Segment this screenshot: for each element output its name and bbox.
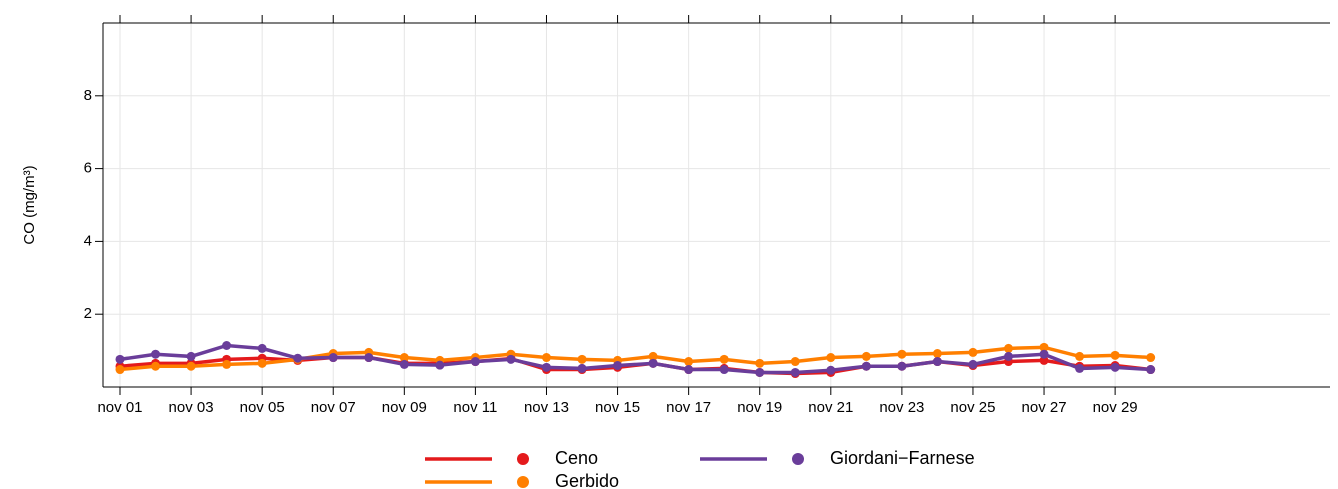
point xyxy=(719,365,729,375)
point xyxy=(222,359,232,369)
x-tick-label: nov 13 xyxy=(524,399,569,416)
legend-label: Giordani−Farnese xyxy=(830,448,975,468)
point xyxy=(932,357,942,367)
point xyxy=(932,349,942,359)
point xyxy=(257,358,267,368)
x-tick-label: nov 17 xyxy=(666,399,711,416)
point xyxy=(435,360,445,370)
y-tick-label: 6 xyxy=(84,160,92,177)
legend-marker xyxy=(517,453,529,465)
point xyxy=(328,353,338,363)
point xyxy=(1075,351,1085,361)
x-tick-label: nov 29 xyxy=(1093,399,1138,416)
point xyxy=(186,361,196,371)
point xyxy=(506,354,516,364)
x-tick-label: nov 07 xyxy=(311,399,356,416)
point xyxy=(151,361,161,371)
point xyxy=(1039,355,1049,365)
x-tick-label: nov 27 xyxy=(1022,399,1067,416)
legend-label: Ceno xyxy=(555,448,598,468)
series-line xyxy=(119,345,1151,372)
point xyxy=(1146,365,1156,375)
x-tick-label: nov 23 xyxy=(879,399,924,416)
point xyxy=(577,354,587,364)
x-tick-label: nov 15 xyxy=(595,399,640,416)
point xyxy=(541,362,551,372)
legend-label: Gerbido xyxy=(555,471,619,489)
point xyxy=(684,357,694,367)
x-tick-label: nov 19 xyxy=(737,399,782,416)
x-tick-label: nov 03 xyxy=(169,399,214,416)
point xyxy=(719,354,729,364)
point xyxy=(115,354,125,364)
point xyxy=(222,341,232,351)
point xyxy=(684,365,694,375)
series-line xyxy=(119,343,1151,375)
point xyxy=(399,353,409,363)
point xyxy=(1004,343,1013,353)
y-tick-label: 2 xyxy=(84,305,92,322)
point xyxy=(968,347,978,357)
point xyxy=(897,349,907,359)
y-tick-label: 8 xyxy=(84,87,92,104)
point xyxy=(293,353,303,363)
point xyxy=(861,351,871,361)
legend-marker xyxy=(517,476,529,488)
point xyxy=(151,349,161,359)
point xyxy=(613,361,623,371)
point xyxy=(755,358,765,368)
point xyxy=(1110,350,1120,360)
y-tick-label: 4 xyxy=(84,232,92,249)
point xyxy=(115,365,125,375)
point xyxy=(470,357,480,367)
x-tick-label: nov 21 xyxy=(808,399,853,416)
point xyxy=(755,367,765,377)
y-axis-label: CO (mg/m³) xyxy=(21,165,38,244)
point xyxy=(648,351,658,361)
point xyxy=(364,353,374,363)
point xyxy=(897,361,907,371)
point xyxy=(861,361,871,371)
point xyxy=(399,359,409,369)
point xyxy=(577,363,587,373)
point xyxy=(257,343,267,353)
point xyxy=(790,357,800,367)
point xyxy=(541,353,551,363)
x-tick-label: nov 05 xyxy=(240,399,285,416)
x-tick-label: nov 25 xyxy=(950,399,995,416)
x-tick-label: nov 11 xyxy=(453,399,497,416)
point xyxy=(186,351,196,361)
point xyxy=(1146,353,1156,363)
point xyxy=(1075,363,1085,373)
point xyxy=(968,359,978,369)
point xyxy=(1039,349,1049,359)
axes-frame xyxy=(102,22,1330,388)
point xyxy=(826,353,836,363)
point xyxy=(1039,342,1049,352)
x-tick-label: nov 01 xyxy=(97,399,142,416)
point xyxy=(1004,351,1013,361)
point xyxy=(790,367,800,377)
legend-marker xyxy=(792,453,804,465)
point xyxy=(648,358,658,368)
point xyxy=(826,365,836,375)
point xyxy=(1110,362,1120,372)
x-tick-label: nov 09 xyxy=(382,399,427,416)
